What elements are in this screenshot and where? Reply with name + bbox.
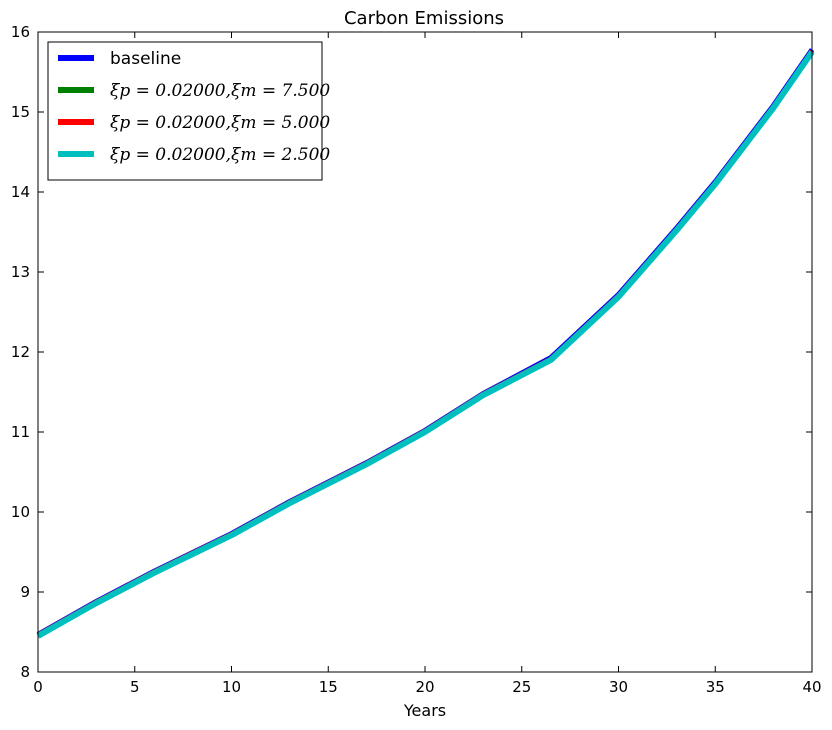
legend-label-2: ξp = 0.02000,ξm = 7.500 xyxy=(110,81,330,101)
legend-label-1: baseline xyxy=(110,49,181,69)
y-tick-label: 12 xyxy=(11,343,30,361)
y-tick-label: 11 xyxy=(11,423,30,441)
series-line-4 xyxy=(36,50,815,639)
x-tick-label: 35 xyxy=(706,678,725,696)
x-tick-label: 5 xyxy=(130,678,140,696)
ticks-layer: 0 5 10 15 20 25 30 35 40 8 9 10 11 12 13 14 15 16 xyxy=(11,23,822,696)
legend-label-4: ξp = 0.02000,ξm = 2.500 xyxy=(110,145,330,165)
y-tick-label: 10 xyxy=(11,503,30,521)
y-tick-label: 13 xyxy=(11,263,30,281)
y-tick-label: 16 xyxy=(11,23,30,41)
x-tick-label: 15 xyxy=(319,678,338,696)
y-tick-label: 8 xyxy=(20,663,30,681)
series-layer xyxy=(36,48,815,639)
x-tick-label: 25 xyxy=(512,678,531,696)
y-tick-label: 9 xyxy=(20,583,30,601)
legend: baseline ξp = 0.02000,ξm = 7.500 ξp = 0.02… xyxy=(47,41,330,181)
y-tick-label: 15 xyxy=(11,103,30,121)
x-tick-label: 40 xyxy=(802,678,821,696)
x-tick-label: 30 xyxy=(609,678,628,696)
y-tick-label: 14 xyxy=(11,183,30,201)
chart-title: Carbon Emissions xyxy=(344,8,504,29)
x-tick-label: 20 xyxy=(415,678,434,696)
x-axis-title: Years xyxy=(403,701,446,720)
legend-label-3: ξp = 0.02000,ξm = 5.000 xyxy=(110,113,330,133)
x-tick-label: 10 xyxy=(222,678,241,696)
x-tick-label: 0 xyxy=(33,678,43,696)
